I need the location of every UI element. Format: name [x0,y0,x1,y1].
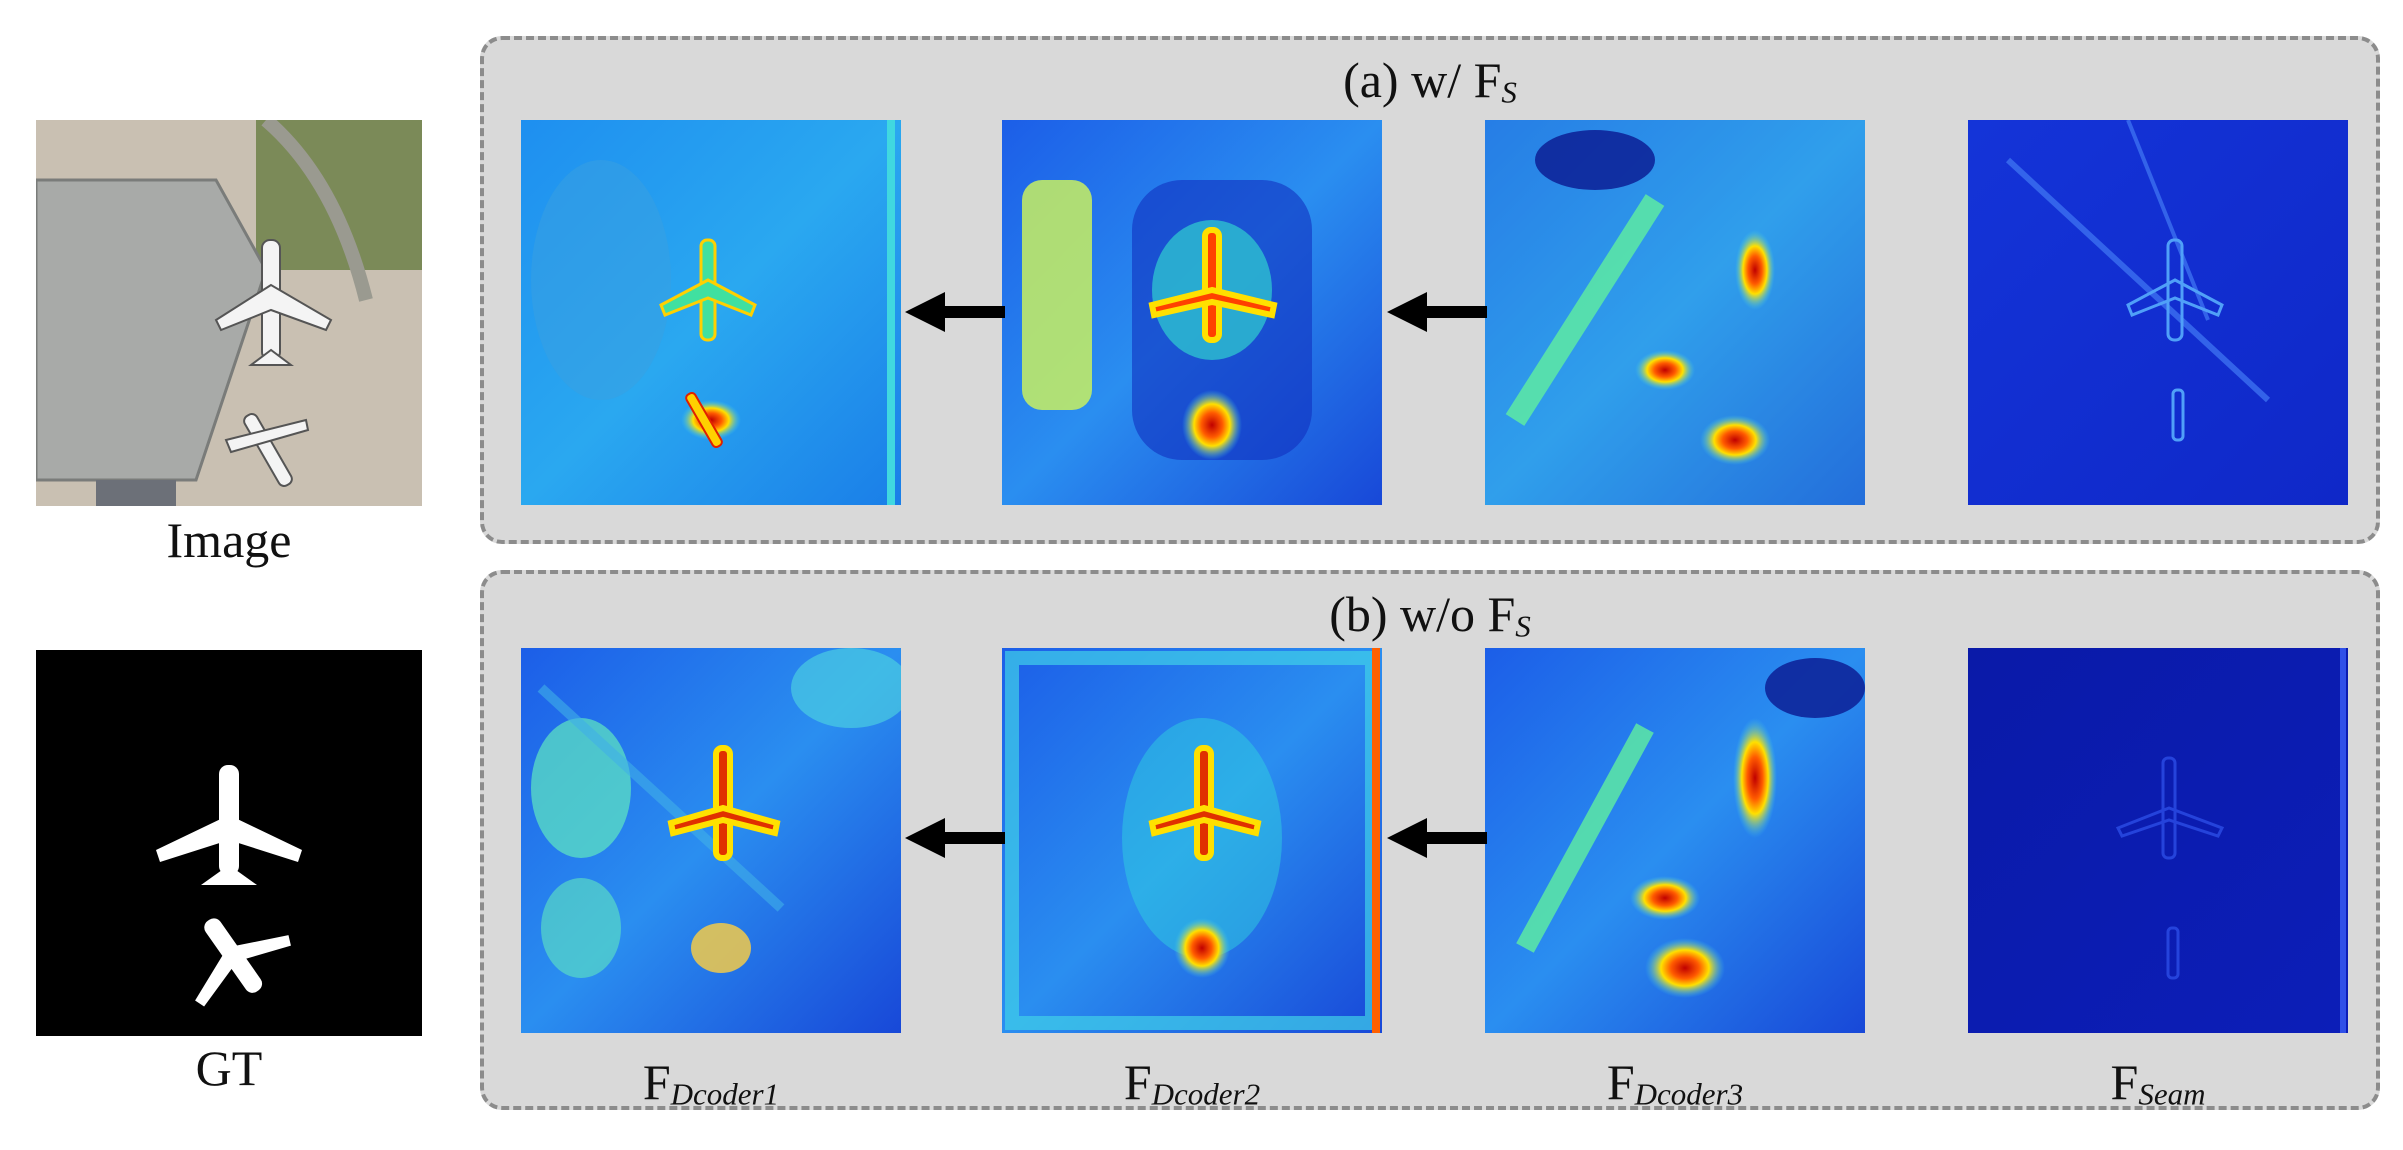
arrow-left-icon [1387,818,1487,858]
panel-b-title: (b) w/o FS [1329,586,1531,644]
gt-caption: GT [195,1040,263,1096]
feature-map-a-dcoder2 [1002,120,1382,505]
image-caption: Image [166,512,292,568]
arrow-left-icon [1387,292,1487,332]
feature-map-b-dcoder2 [1002,648,1382,1033]
feature-map-b-dcoder3 [1485,648,1865,1033]
column-label-dcoder3: FDcoder3 [1606,1054,1744,1112]
panel-a-title: (a) w/ FS [1343,52,1517,110]
feature-map-b-seam [1968,648,2348,1033]
column-label-seam: FSeam [2110,1054,2206,1112]
feature-map-a-dcoder3 [1485,120,1865,505]
feature-map-b-dcoder1 [521,648,901,1033]
arrow-left-icon [905,818,1005,858]
ground-truth-mask [36,650,422,1036]
column-label-dcoder2: FDcoder2 [1123,1054,1261,1112]
column-label-dcoder1: FDcoder1 [642,1054,780,1112]
feature-map-a-seam [1968,120,2348,505]
aerial-image [36,120,422,506]
feature-map-a-dcoder1 [521,120,901,505]
arrow-left-icon [905,292,1005,332]
